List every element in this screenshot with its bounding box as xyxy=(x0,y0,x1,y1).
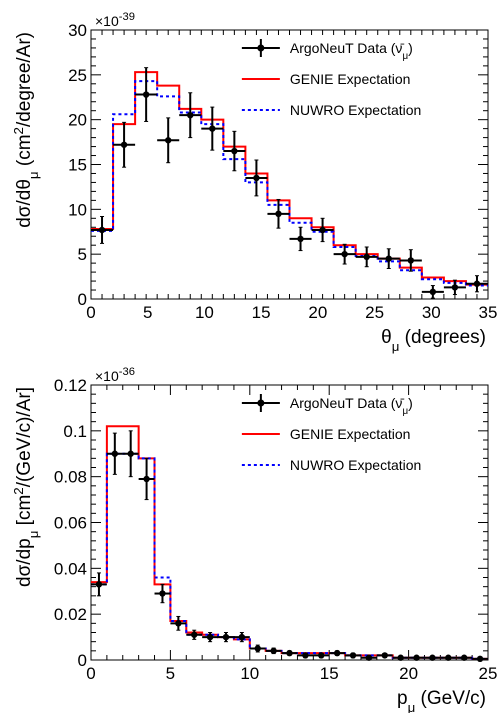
x-tick-label: 10 xyxy=(195,303,214,322)
data-point xyxy=(111,450,119,457)
data-point xyxy=(187,111,194,119)
x-tick-label: 5 xyxy=(166,664,175,683)
legend-entry: GENIE Expectation xyxy=(241,71,411,87)
data-point xyxy=(270,647,277,655)
x-tick-label: 15 xyxy=(252,303,271,322)
data-point xyxy=(98,226,106,234)
data-point xyxy=(473,280,481,287)
data-point xyxy=(231,147,238,155)
data-point xyxy=(460,654,468,661)
x-tick-label: 25 xyxy=(479,664,498,683)
legend-marker-point xyxy=(257,44,265,52)
x-tick-label: 30 xyxy=(422,303,441,322)
legend-label: NUWRO Expectation xyxy=(290,102,421,118)
x-tick-label: 25 xyxy=(365,303,384,322)
x-axis-label: pμ (GeV/c) xyxy=(397,688,486,713)
data-point xyxy=(238,633,246,641)
x-tick-label: 20 xyxy=(399,664,418,683)
data-point xyxy=(297,235,304,243)
nuwro-expectation-line xyxy=(91,452,488,660)
chart-panel-2: 0 5 10 15 20 25 0 0.02 0.04 0.06 0.08 0.1 0.12 ×10-36… xyxy=(11,366,498,713)
data-point xyxy=(319,226,326,234)
data-point xyxy=(142,91,150,98)
data-point xyxy=(159,590,166,597)
data-point xyxy=(429,288,437,296)
data-point xyxy=(413,654,420,661)
x-tick-label: 15 xyxy=(320,664,339,683)
data-point xyxy=(302,652,309,659)
data-point xyxy=(164,137,172,144)
data-point xyxy=(275,210,282,218)
y-tick-label: 20 xyxy=(68,111,87,130)
legend-entry: NUWRO Expectation xyxy=(241,102,421,118)
y-tick-label: 0.06 xyxy=(54,514,87,533)
y-tick-label: 0.08 xyxy=(54,468,87,487)
data-point xyxy=(95,581,103,588)
legend-label: ArgoNeuT Data (ν̄μ) xyxy=(290,40,413,62)
legend-marker-point xyxy=(257,399,265,407)
data-point xyxy=(143,475,150,483)
legend-label: GENIE Expectation xyxy=(290,71,411,87)
x-tick-label: 20 xyxy=(308,303,327,322)
data-point xyxy=(445,654,452,661)
data-point xyxy=(127,450,134,457)
y-axis-label: dσ/dθμ (cm2/degree/Ar) xyxy=(11,32,41,228)
data-point xyxy=(209,125,216,132)
data-point xyxy=(385,255,392,262)
y-tick-label: 0.02 xyxy=(54,605,87,624)
data-point xyxy=(429,654,436,661)
x-tick-label: 35 xyxy=(479,303,498,322)
data-point xyxy=(333,649,341,657)
data-point xyxy=(253,174,260,182)
x-tick-label: 10 xyxy=(240,664,259,683)
y-tick-label: 0.1 xyxy=(63,422,87,441)
data-point xyxy=(222,633,230,641)
data-point xyxy=(365,654,373,661)
y-tick-label: 15 xyxy=(68,156,87,175)
legend-label: NUWRO Expectation xyxy=(290,457,421,473)
y-tick-label: 5 xyxy=(78,245,87,264)
data-point xyxy=(341,250,348,258)
y-tick-label: 0 xyxy=(78,651,87,670)
y-tick-label: 25 xyxy=(68,66,87,85)
x-axis-label: θμ (degrees) xyxy=(381,327,486,354)
data-point xyxy=(286,649,293,657)
y-tick-label: 0.12 xyxy=(54,376,87,395)
y-tick-label: 30 xyxy=(68,21,87,40)
data-point xyxy=(120,141,128,148)
data-point xyxy=(407,257,415,264)
data-point xyxy=(349,652,357,659)
legend-entry: ArgoNeuT Data (ν̄μ) xyxy=(241,39,413,62)
data-point xyxy=(363,253,370,261)
data-point xyxy=(451,284,459,291)
data-point xyxy=(397,654,404,661)
x-tick-label: 0 xyxy=(86,664,95,683)
y-exponent-label: ×10-36 xyxy=(95,366,135,384)
legend-label: GENIE Expectation xyxy=(290,426,411,442)
y-exponent-label: ×10-39 xyxy=(95,11,135,29)
y-tick-label: 10 xyxy=(68,200,87,219)
data-point xyxy=(476,655,484,663)
data-point xyxy=(318,652,325,659)
legend-entry: ArgoNeuT Data (ν̄μ) xyxy=(241,394,413,417)
x-tick-label: 0 xyxy=(86,303,95,322)
data-point xyxy=(206,633,214,641)
legend-entry: GENIE Expectation xyxy=(241,426,411,442)
data-point xyxy=(381,652,388,659)
y-tick-label: 0 xyxy=(78,290,87,309)
chart-panel-1: 0 5 10 15 20 25 30 35 0 5 10 15 20 25 30 ×10-39 θμ (degr… xyxy=(11,11,498,354)
legend-entry: NUWRO Expectation xyxy=(241,457,421,473)
x-tick-label: 5 xyxy=(143,303,152,322)
data-point xyxy=(175,620,182,627)
data-point xyxy=(191,631,198,638)
y-tick-label: 0.04 xyxy=(54,559,87,578)
y-axis-label: dσ/dpμ [cm2/(GeV/c)/Ar] xyxy=(11,387,41,587)
data-point xyxy=(254,645,261,652)
legend-label: ArgoNeuT Data (ν̄μ) xyxy=(290,395,413,417)
